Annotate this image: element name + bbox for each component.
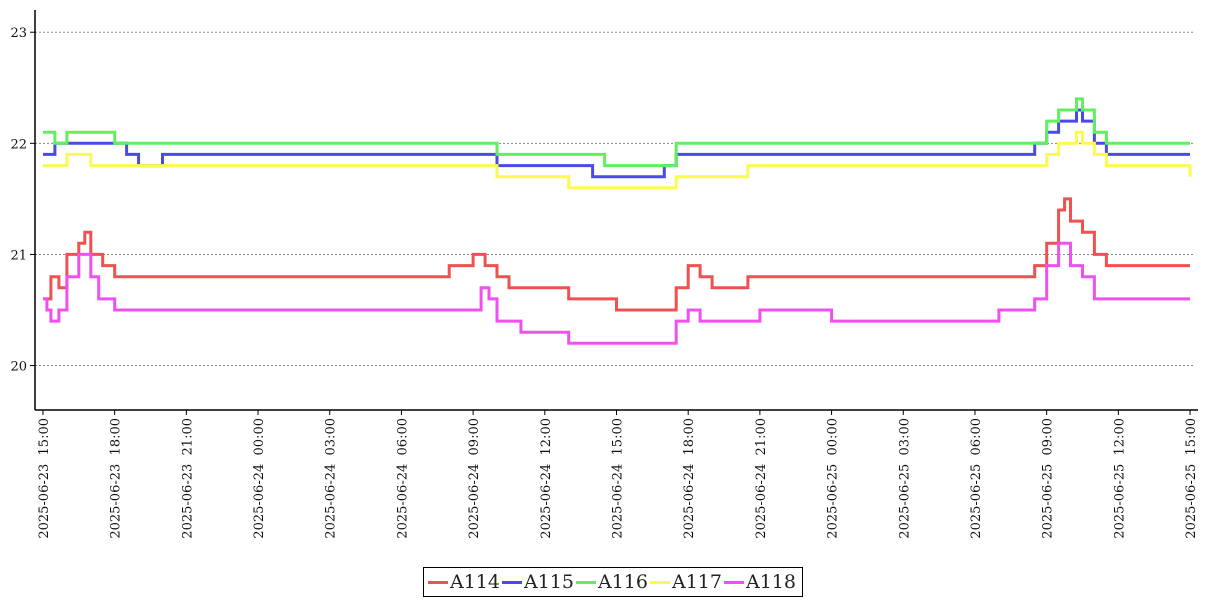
x-tick-label: 2025-06-25 09:00 [1041,418,1056,539]
y-tick-label: 22 [10,137,27,152]
legend-swatch [576,580,596,584]
legend-swatch [650,580,670,584]
series-line-A118 [43,241,1190,345]
legend-label: A116 [598,571,648,593]
legend-swatch [502,580,522,584]
x-tick-label: 2025-06-23 15:00 [37,418,52,539]
x-tick-label: 2025-06-25 12:00 [1112,418,1127,539]
y-tick-label: 20 [10,360,27,375]
x-tick-label: 2025-06-25 00:00 [826,418,841,539]
x-tick-label: 2025-06-25 06:00 [969,418,984,539]
x-tick-labels: 2025-06-23 15:00 2025-06-23 18:00 2025-06-… [37,410,1199,539]
x-tick-label: 2025-06-24 21:00 [754,418,769,539]
legend-label: A118 [746,571,796,593]
y-tick-label: 21 [10,248,27,263]
x-tick-label: 2025-06-25 15:00 [1184,418,1199,539]
legend-swatch [428,580,448,584]
y-tick-label: 23 [10,26,27,41]
x-tick-label: 2025-06-24 00:00 [252,418,267,539]
legend-item-A116: A116 [576,571,648,593]
y-tick-labels: 20 21 22 23 [10,26,35,375]
x-tick-label: 2025-06-25 03:00 [897,418,912,539]
legend: A114 A115 A116 A117 A118 [423,567,803,597]
x-tick-label: 2025-06-23 18:00 [109,418,124,539]
legend-item-A114: A114 [428,571,500,593]
legend-item-A115: A115 [502,571,574,593]
legend-swatch [724,580,744,584]
x-tick-label: 2025-06-24 18:00 [682,418,697,539]
series-line-A117 [43,130,1192,190]
x-tick-label: 2025-06-24 06:00 [395,418,410,539]
series-lines [43,97,1192,345]
grid-lines [35,31,1195,367]
x-tick-label: 2025-06-24 12:00 [539,418,554,539]
x-tick-label: 2025-06-24 15:00 [611,418,626,539]
legend-label: A115 [524,571,574,593]
x-tick-label: 2025-06-23 21:00 [180,418,195,539]
legend-item-A117: A117 [650,571,722,593]
legend-label: A117 [672,571,722,593]
series-line-A114 [43,197,1190,312]
x-tick-label: 2025-06-24 03:00 [324,418,339,539]
legend-item-A118: A118 [724,571,796,593]
x-tick-label: 2025-06-24 09:00 [467,418,482,539]
series-line-A116 [43,97,1190,168]
legend-label: A114 [450,571,500,593]
